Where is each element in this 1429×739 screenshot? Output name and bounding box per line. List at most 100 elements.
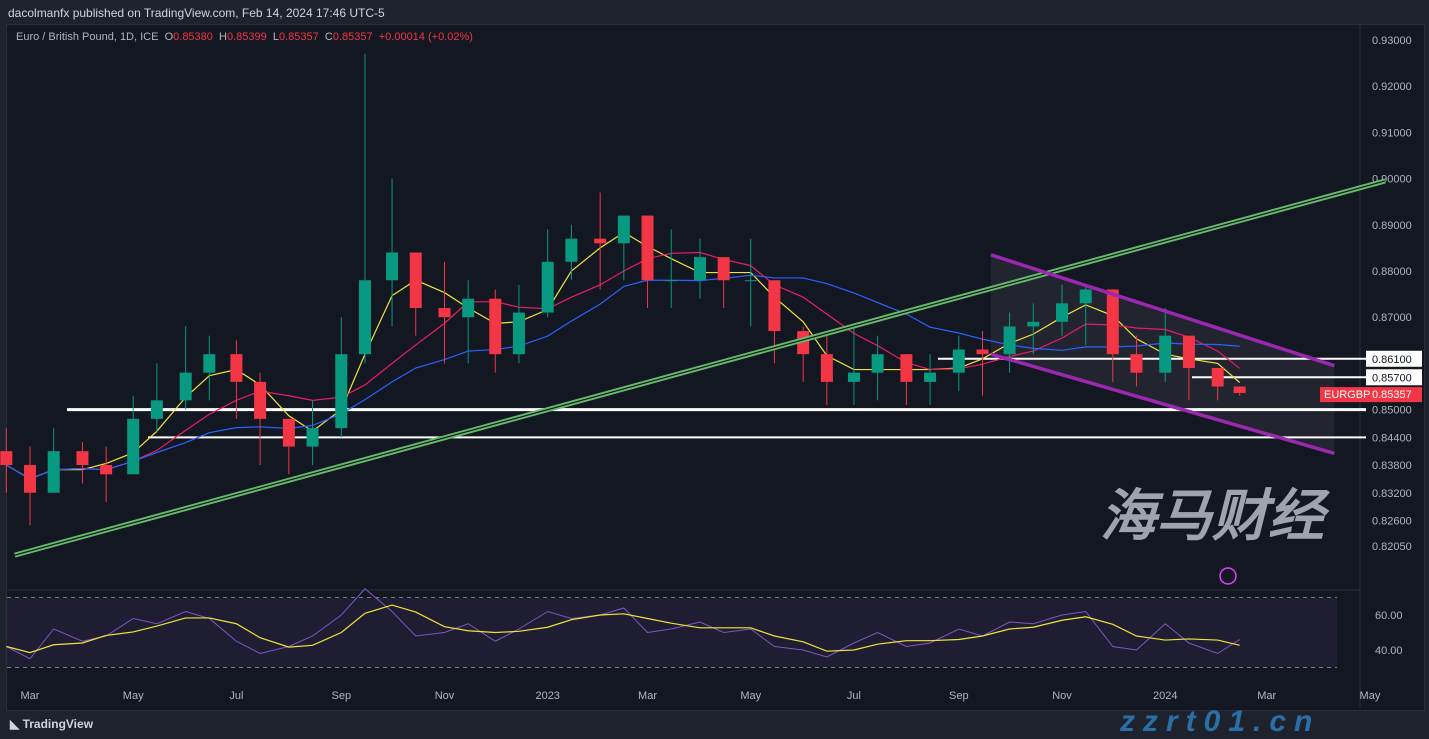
x-tick-label: May (1360, 690, 1381, 702)
rsi-tick-label: 40.00 (1375, 645, 1403, 657)
candle-body (744, 280, 757, 282)
watermark-url: zzrt01.cn (1120, 705, 1321, 738)
last-price-box (1320, 387, 1422, 403)
candle-body (489, 298, 502, 355)
candle-body (900, 354, 913, 382)
symbol-legend: Euro / British Pound, 1D, ICE O0.85380 H… (16, 31, 473, 43)
x-tick-label: 2023 (535, 690, 559, 702)
candle-body (100, 465, 113, 475)
y-tick-label: 0.89000 (1372, 220, 1412, 232)
candle-body (847, 372, 860, 382)
candle-body (594, 238, 607, 244)
candle-body (1211, 368, 1224, 387)
rsi-tick-label: 60.00 (1375, 610, 1403, 622)
level-label-box (1366, 369, 1422, 386)
rsi-ma-line (6, 604, 1240, 654)
change-value: +0.00014 (+0.02%) (378, 31, 473, 43)
candle-body (282, 418, 295, 447)
x-tick-label: May (123, 690, 144, 702)
candle-body (1106, 289, 1119, 355)
candle-body (386, 252, 399, 281)
candle-body (641, 215, 654, 281)
candle-body (438, 307, 451, 318)
x-tick-label: Nov (435, 690, 455, 702)
candle-body (512, 312, 525, 355)
candle-body (1056, 303, 1069, 322)
last-price-label: 0.85357 (1372, 389, 1412, 401)
candle-body (820, 354, 833, 382)
candle-body (541, 261, 554, 313)
level-label-box (1366, 350, 1422, 367)
x-tick-label: Mar (1257, 690, 1276, 702)
y-tick-label: 0.92000 (1372, 81, 1412, 93)
x-tick-label: May (740, 690, 761, 702)
y-tick-label: 0.83800 (1372, 460, 1412, 472)
candle-body (665, 280, 678, 282)
channel-lower-line (990, 352, 1335, 456)
flash-icon (1219, 567, 1237, 585)
y-tick-label: 0.82600 (1372, 515, 1412, 527)
watermark-cn: 海马财经 (1100, 484, 1324, 547)
symbol-name: Euro / British Pound, 1D, ICE (16, 31, 159, 43)
candle-body (952, 349, 965, 373)
candle-body (24, 465, 36, 493)
x-tick-label: Jul (229, 690, 243, 702)
symbol-tag: EURGBP (1324, 389, 1370, 401)
candle-body (0, 451, 13, 466)
candle-body (358, 280, 371, 355)
candle-body (47, 451, 60, 493)
y-tick-label: 0.85000 (1372, 405, 1412, 417)
candle-body (1130, 354, 1143, 373)
rsi-band (7, 597, 1337, 668)
candle-body (335, 354, 348, 429)
candle-body (76, 451, 89, 466)
candle-body (1233, 386, 1246, 393)
candle-body (1182, 335, 1195, 369)
y-tick-label: 0.91000 (1372, 127, 1412, 139)
logo-icon: ◣ (10, 717, 23, 731)
candle-body (179, 372, 192, 401)
candle-body (1027, 321, 1040, 327)
x-tick-label: Sep (949, 690, 969, 702)
candle-body (565, 238, 578, 262)
y-tick-label: 0.82050 (1372, 541, 1412, 553)
candle-body (976, 349, 989, 355)
green-trendline-core (14, 180, 1386, 556)
candle-body (693, 257, 706, 281)
published-info: dacolmanfx published on TradingView.com,… (8, 6, 385, 20)
x-tick-label: Nov (1052, 690, 1072, 702)
channel-upper-line (990, 253, 1335, 368)
level-label: 0.86100 (1372, 354, 1412, 366)
x-tick-label: Sep (332, 690, 352, 702)
candle-body (717, 257, 730, 281)
candle-body (617, 215, 630, 244)
tradingview-logo[interactable]: ◣ TradingView (10, 717, 93, 731)
y-tick-label: 0.93000 (1372, 35, 1412, 47)
low-value: 0.85357 (279, 31, 319, 43)
y-tick-label: 0.87000 (1372, 312, 1412, 324)
x-tick-label: 2024 (1153, 690, 1177, 702)
low-label: L (272, 31, 279, 43)
candle-body (871, 354, 884, 373)
x-tick-label: Mar (21, 690, 40, 702)
candle-body (150, 400, 163, 419)
candle-body (1159, 335, 1172, 373)
y-tick-label: 0.84400 (1372, 432, 1412, 444)
candle-body (462, 298, 475, 318)
candle-body (924, 372, 937, 382)
candle-body (203, 354, 216, 373)
candle-body (127, 418, 140, 475)
level-label: 0.85700 (1372, 372, 1412, 384)
high-value: 0.85399 (226, 31, 267, 43)
y-tick-label: 0.83200 (1372, 488, 1412, 500)
candle-body (409, 252, 422, 308)
candle-body (230, 354, 243, 382)
high-label: H (219, 31, 227, 43)
open-label: O (164, 31, 174, 43)
open-value: 0.85380 (173, 31, 213, 43)
brand-text: TradingView (22, 717, 94, 731)
candle-body (768, 280, 781, 332)
x-tick-label: Jul (847, 690, 861, 702)
